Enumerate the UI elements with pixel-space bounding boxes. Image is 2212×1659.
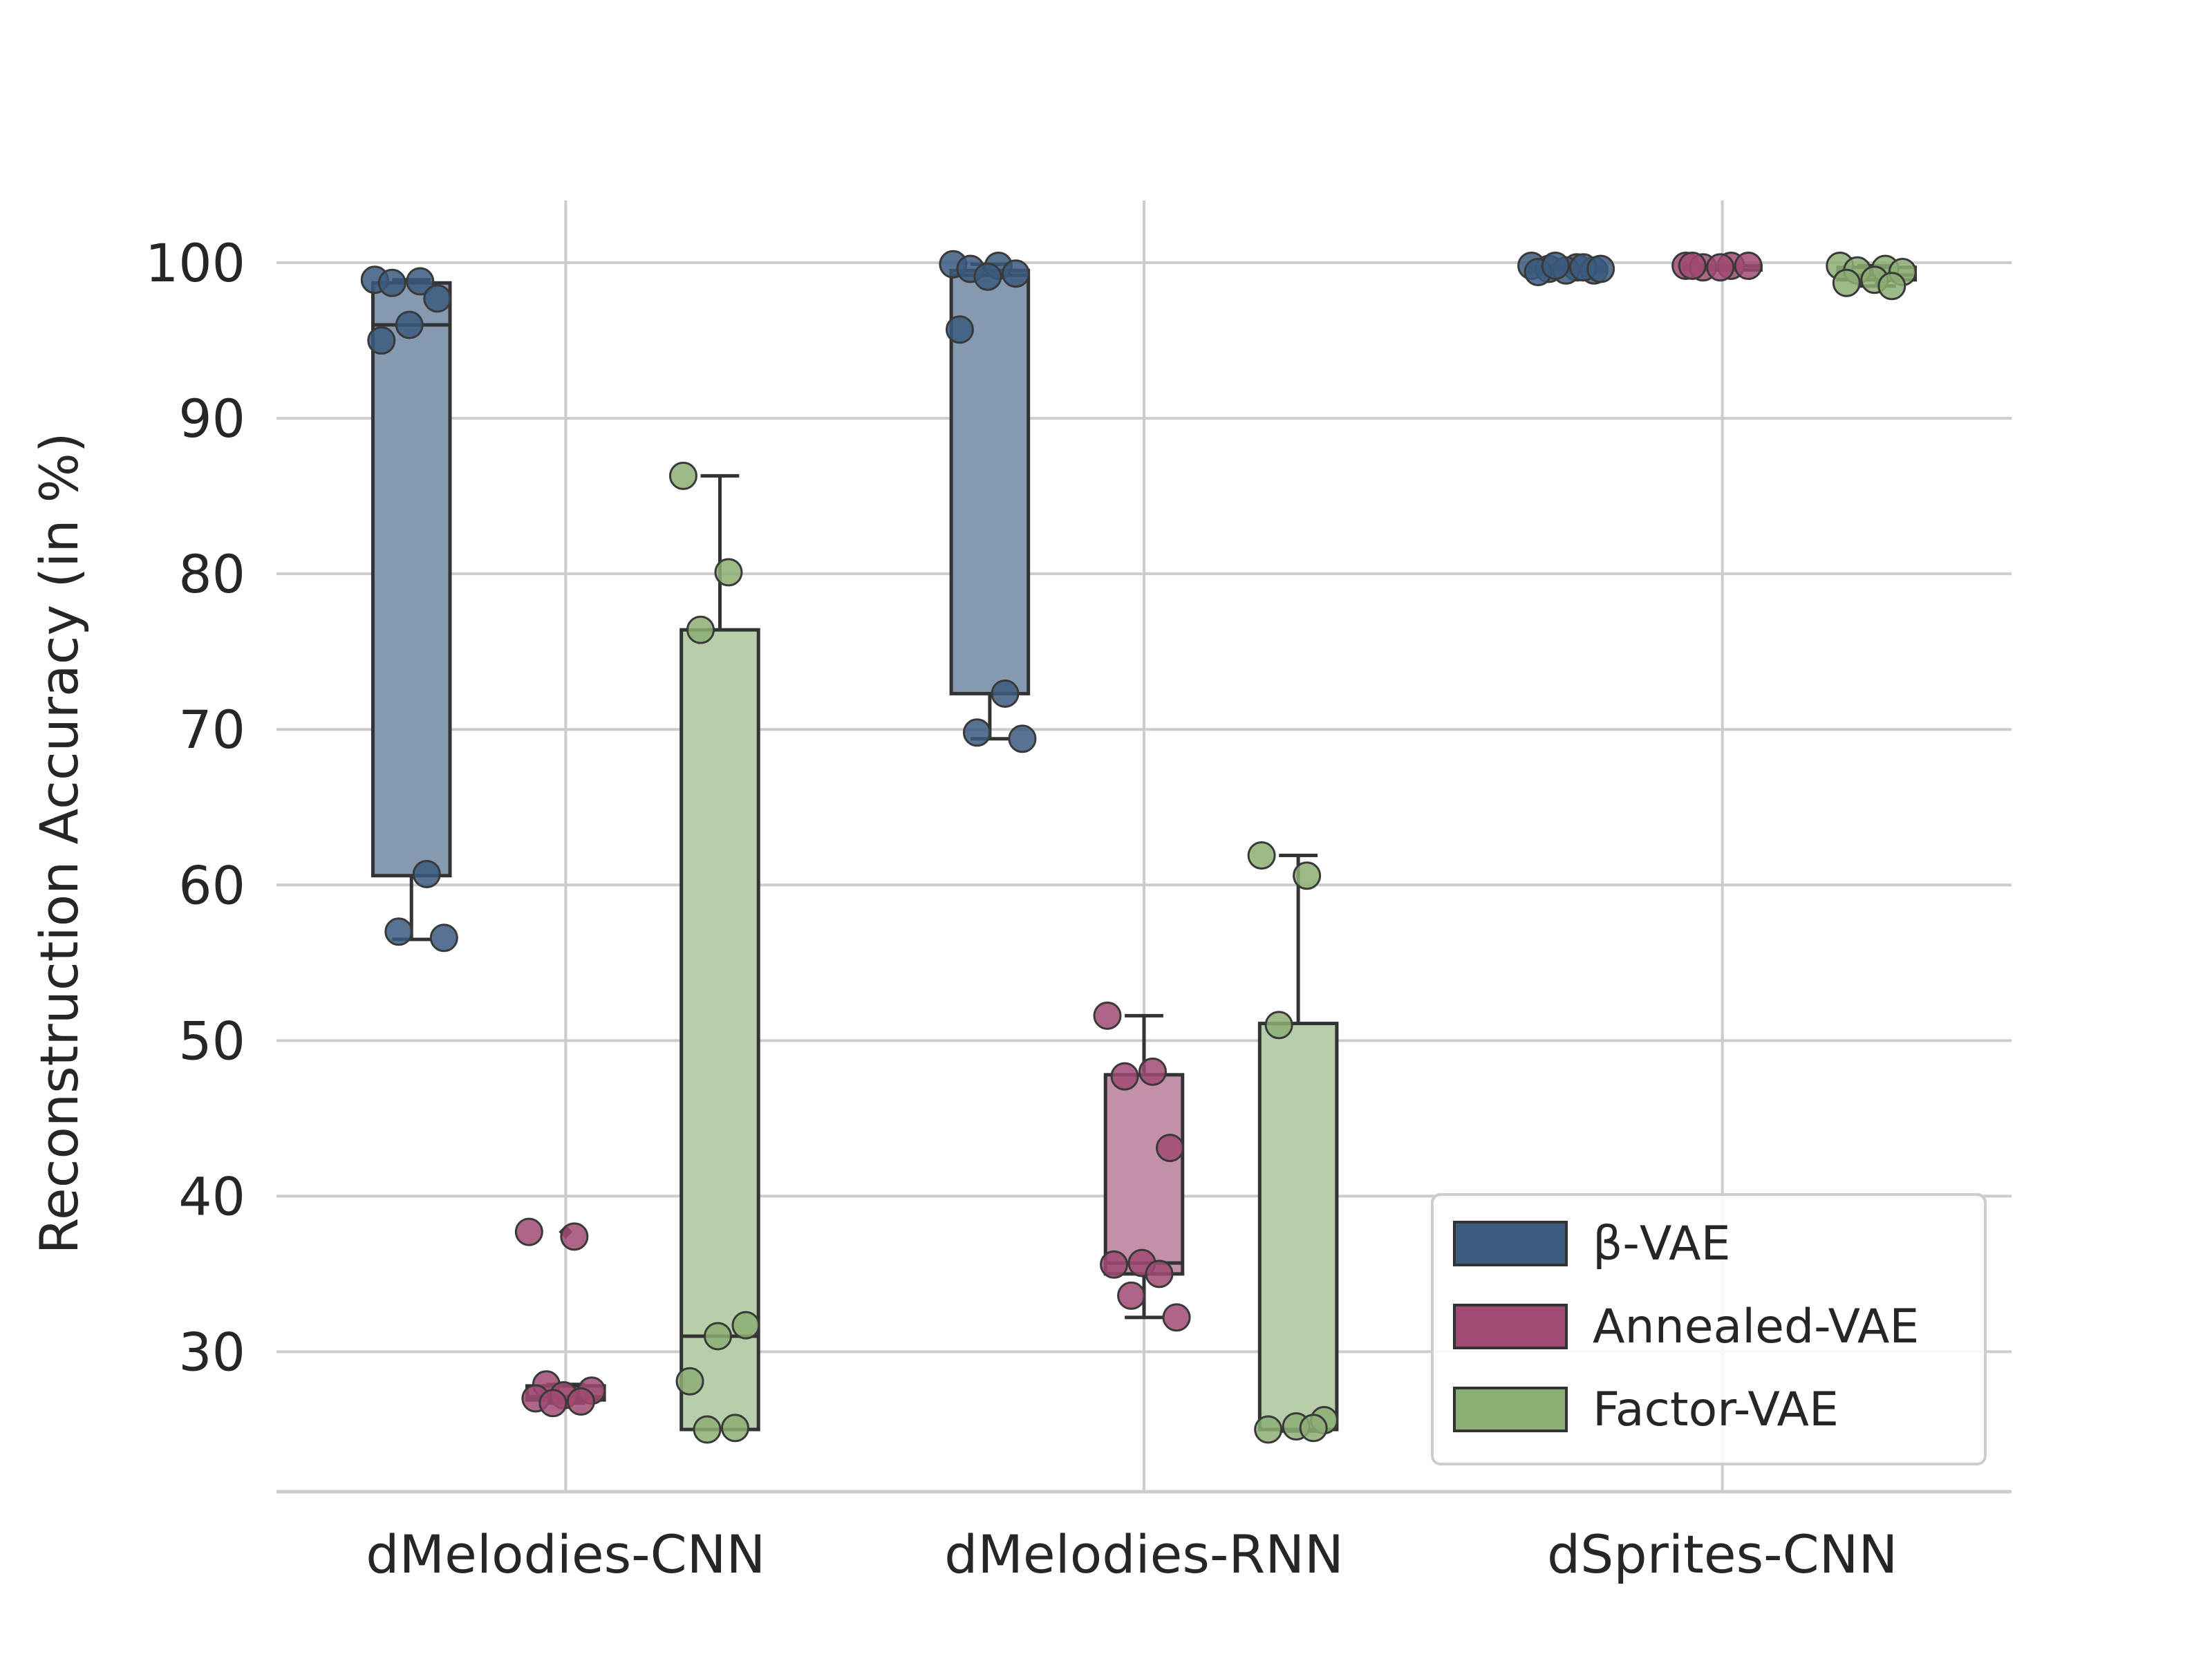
data-point — [731, 1311, 760, 1340]
y-tick-label: 50 — [178, 1010, 245, 1071]
data-point — [721, 1414, 750, 1443]
legend-label: β-VAE — [1593, 1217, 1731, 1271]
data-point — [367, 326, 396, 355]
y-tick-label: 40 — [178, 1165, 245, 1227]
data-point — [560, 1222, 589, 1251]
legend-frame — [1431, 1193, 1987, 1465]
data-point — [703, 1322, 732, 1351]
data-point — [1264, 1011, 1293, 1040]
data-point — [693, 1415, 722, 1444]
data-point — [384, 917, 413, 946]
y-tick-label: 90 — [178, 388, 245, 449]
data-point — [514, 1217, 543, 1246]
data-point — [377, 268, 406, 297]
legend-swatch — [1453, 1221, 1568, 1266]
data-point — [1145, 1259, 1174, 1288]
box — [1103, 1073, 1185, 1276]
data-point — [1678, 252, 1707, 281]
data-point — [1110, 1062, 1139, 1091]
y-tick-label: 60 — [178, 854, 245, 916]
legend-label: Factor-VAE — [1593, 1382, 1839, 1437]
data-point — [1254, 1415, 1283, 1444]
data-point — [1734, 252, 1763, 281]
data-point — [1706, 253, 1735, 282]
data-point — [973, 262, 1002, 291]
y-axis-label: Reconstruction Accuracy (in %) — [28, 432, 90, 1254]
data-point — [406, 267, 435, 296]
data-point — [1832, 268, 1861, 297]
x-tick-label: dMelodies-RNN — [944, 1524, 1344, 1585]
data-point — [538, 1389, 568, 1418]
legend-swatch — [1453, 1304, 1568, 1349]
x-tick-label: dSprites-CNN — [1547, 1524, 1897, 1585]
y-tick-label: 100 — [145, 232, 245, 294]
x-tick-labels: dMelodies-CNN dMelodies-RNN dSprites-CNN — [366, 1524, 1897, 1585]
data-point — [945, 315, 974, 344]
data-point — [1156, 1134, 1185, 1163]
data-point — [1293, 861, 1322, 890]
box — [1257, 1022, 1339, 1432]
data-point — [429, 924, 458, 953]
data-point — [1001, 259, 1030, 288]
box — [679, 628, 760, 1432]
data-point — [1586, 254, 1615, 283]
data-point — [395, 310, 424, 339]
data-point — [991, 679, 1020, 708]
y-tick-labels: 30 40 50 60 70 80 90 100 — [145, 232, 245, 1382]
data-point — [1008, 724, 1037, 753]
data-point — [675, 1367, 704, 1396]
legend: β-VAE Annealed-VAE Factor-VAE — [1431, 1193, 1987, 1465]
data-point — [1117, 1281, 1146, 1310]
x-tick-label: dMelodies-CNN — [366, 1524, 765, 1585]
strip-points — [360, 250, 1917, 1444]
data-point — [566, 1387, 595, 1416]
y-tick-label: 30 — [178, 1321, 245, 1382]
y-tick-label: 70 — [178, 699, 245, 760]
data-point — [1162, 1303, 1191, 1332]
data-point — [412, 860, 441, 889]
box — [371, 281, 452, 878]
legend-label: Annealed-VAE — [1593, 1300, 1919, 1354]
data-point — [1877, 272, 1906, 301]
data-point — [1100, 1250, 1129, 1279]
data-point — [1541, 252, 1570, 281]
data-point — [962, 718, 991, 747]
data-point — [1138, 1057, 1168, 1086]
data-point — [686, 615, 715, 644]
data-point — [668, 461, 697, 490]
data-point — [714, 558, 743, 587]
legend-swatch — [1453, 1387, 1568, 1432]
data-point — [1093, 1001, 1122, 1030]
data-point — [1247, 841, 1276, 870]
y-tick-label: 80 — [178, 543, 245, 605]
data-point — [423, 284, 452, 313]
data-point — [1299, 1414, 1328, 1443]
